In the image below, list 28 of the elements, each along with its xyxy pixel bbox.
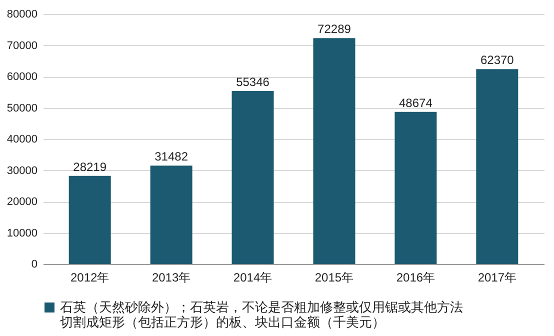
legend-label: 石英（天然砂除外）；石英岩，不论是否粗加修整或仅用锯或其他方法切割成矩形（包括正方形）的板、块出口金额（千美元）	[60, 300, 463, 330]
data-label: 55346	[236, 75, 270, 90]
data-label: 48674	[399, 96, 433, 110]
data-label: 62370	[480, 53, 514, 68]
x-tick-label: 2012年	[70, 270, 110, 284]
data-label: 31482	[154, 150, 188, 164]
x-tick-label: 2015年	[314, 270, 354, 284]
y-tick-label: 50000	[6, 102, 38, 114]
data-label: 72289	[318, 22, 352, 36]
y-tick-label: 20000	[6, 196, 38, 208]
y-tick-label: 30000	[6, 164, 38, 177]
y-tick-label: 0	[31, 258, 38, 270]
bar	[68, 176, 111, 264]
x-tick-label: 2013年	[152, 270, 191, 284]
bar	[232, 91, 274, 264]
y-tick-label: 60000	[6, 71, 38, 83]
x-tick-label: 2017年	[478, 270, 517, 284]
x-tick-label: 2014年	[233, 270, 272, 284]
bar	[150, 166, 192, 264]
y-tick-label: 10000	[6, 227, 38, 240]
bar	[313, 38, 356, 264]
x-tick-label: 2016年	[396, 270, 436, 284]
data-label: 28219	[73, 160, 107, 174]
y-tick-label: 40000	[6, 134, 38, 146]
bar	[476, 69, 518, 264]
y-tick-label: 70000	[6, 40, 38, 52]
y-tick-label: 80000	[6, 8, 38, 20]
bar	[394, 112, 437, 264]
